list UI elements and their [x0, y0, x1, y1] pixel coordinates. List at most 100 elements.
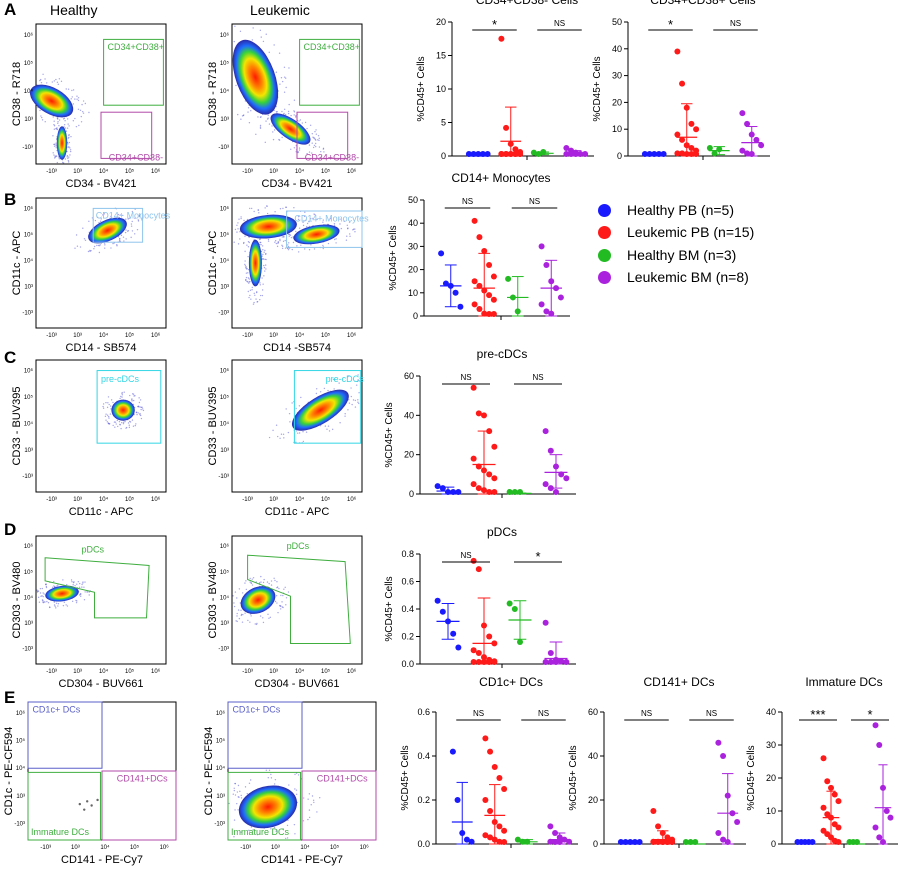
y-tick-label: 40	[404, 410, 414, 420]
density-cloud	[293, 224, 340, 245]
data-point	[490, 296, 497, 303]
dot-plot-svg: pre-cDCs 0 20 40 60 %CD45+ Cells NS NS	[384, 347, 576, 499]
data-point	[498, 35, 505, 42]
y-tick-label: 10³	[220, 621, 229, 627]
significance-label: NS	[473, 709, 484, 718]
data-point	[872, 824, 879, 831]
data-point	[470, 659, 477, 665]
y-tick-label: 10⁶	[220, 205, 230, 212]
y-axis-label: CD1c - PE-CF594	[203, 727, 215, 816]
data-point	[887, 814, 894, 821]
data-point	[715, 739, 722, 746]
legend-item: Leukemic BM (n=8)	[598, 269, 749, 285]
data-point	[693, 126, 700, 133]
group-points	[482, 735, 508, 845]
data-point	[506, 489, 513, 495]
x-tick-label: 10⁵	[125, 332, 135, 339]
y-tick-label: 0	[441, 151, 446, 161]
data-point	[655, 823, 662, 830]
y-axis-label: %CD45+ Cells	[384, 402, 395, 467]
y-axis-label: %CD45+ Cells	[568, 745, 579, 810]
flow-plot-E-leukemic: CD1c+ DCs CD141+DCs Immature DCs -10³ 10³ 10⁴…	[203, 701, 377, 866]
gate-outline	[247, 554, 351, 645]
group-points	[739, 110, 765, 157]
data-point	[501, 786, 508, 792]
data-point	[470, 455, 477, 462]
gate-label: CD34+CD38-	[109, 152, 163, 162]
y-tick-label: 20	[436, 17, 446, 27]
data-point	[758, 142, 765, 149]
y-tick-label: 0	[617, 151, 622, 161]
y-tick-label: 10⁵	[24, 569, 34, 576]
data-point	[835, 824, 842, 831]
gate-label: CD1c+ DCs	[32, 704, 80, 714]
data-point	[674, 131, 681, 138]
data-point	[490, 311, 497, 317]
data-point	[542, 619, 549, 626]
x-tick-label: 10⁶	[347, 168, 357, 175]
data-point	[511, 606, 518, 612]
data-point	[535, 151, 542, 157]
y-tick-label: -10³	[218, 145, 229, 151]
y-tick-label: 40	[408, 218, 418, 228]
gate-outline	[27, 771, 102, 841]
x-tick-label: -10³	[40, 845, 51, 851]
y-tick-label: 0.2	[417, 795, 430, 805]
y-axis-label: %CD45+ Cells	[592, 56, 603, 121]
chart-title: pre-cDCs	[477, 347, 528, 361]
chart-title: pDCs	[487, 525, 517, 539]
flow-plot-B-leukemic: CD14+ Monocytes -10³ 10³ 10⁴ 10⁵ 10⁶ -10³ 10³ 10…	[207, 197, 369, 354]
dot-plot-0: CD34+CD38- Cells 0 5 10 15 20 %CD45+ Cells * NS	[416, 0, 594, 161]
group-points	[872, 722, 894, 845]
data-point	[470, 481, 477, 488]
density-cloud	[238, 785, 298, 829]
y-tick-label: -10³	[22, 145, 33, 151]
significance-label: *	[535, 549, 540, 564]
density-cloud	[29, 84, 74, 118]
y-tick-label: -10³	[22, 647, 33, 653]
data-point	[470, 384, 477, 391]
x-tick-label: 10⁵	[321, 332, 331, 339]
y-axis-label: %CD45+ Cells	[384, 576, 395, 641]
chart-title: Immature DCs	[805, 675, 882, 689]
data-point	[824, 778, 831, 785]
data-point	[498, 151, 505, 157]
density-cloud	[232, 39, 279, 115]
x-tick-label: -10³	[242, 333, 253, 339]
dot-plot-svg: CD1c+ DCs 0.0 0.2 0.4 0.6 %CD45+ Cells NS NS	[400, 675, 578, 849]
x-axis-label: CD34 - BV421	[262, 178, 333, 190]
y-tick-label: 10³	[24, 284, 33, 290]
x-tick-label: 10⁶	[347, 496, 357, 503]
data-point	[831, 791, 838, 798]
data-point	[563, 151, 570, 157]
y-axis-label: %CD45+ Cells	[400, 745, 411, 810]
data-point	[434, 483, 441, 490]
data-point	[487, 748, 494, 755]
y-axis-label: CD11c - APC	[11, 231, 23, 296]
legend-label: Healthy BM (n=3)	[627, 247, 737, 263]
panel-letter-d: D	[4, 520, 17, 539]
y-tick-label: 10⁴	[24, 594, 34, 601]
y-tick-label: 10³	[216, 794, 225, 800]
data-point	[744, 150, 751, 157]
data-point	[876, 742, 883, 748]
data-point	[563, 144, 570, 151]
data-point	[475, 650, 482, 656]
data-point	[514, 836, 521, 843]
legend-item: Healthy PB (n=5)	[598, 202, 734, 218]
dot-plot-3: pre-cDCs 0 20 40 60 %CD45+ Cells NS NS	[384, 347, 576, 499]
x-tick-label: -10³	[46, 497, 57, 503]
significance-label: NS	[462, 197, 473, 206]
y-tick-label: 10⁶	[220, 543, 230, 550]
x-tick-label: 10⁴	[99, 168, 109, 175]
y-tick-label: 10³	[24, 117, 33, 123]
gate-outline	[286, 210, 363, 248]
x-tick-label: 10⁵	[321, 168, 331, 175]
data-point	[688, 144, 695, 151]
data-point	[470, 647, 477, 654]
x-tick-label: 10⁴	[295, 168, 305, 175]
y-tick-label: 10⁶	[216, 710, 226, 717]
data-point	[744, 120, 751, 127]
chart-title: CD1c+ DCs	[479, 675, 543, 689]
y-tick-label: 10⁵	[220, 60, 230, 67]
